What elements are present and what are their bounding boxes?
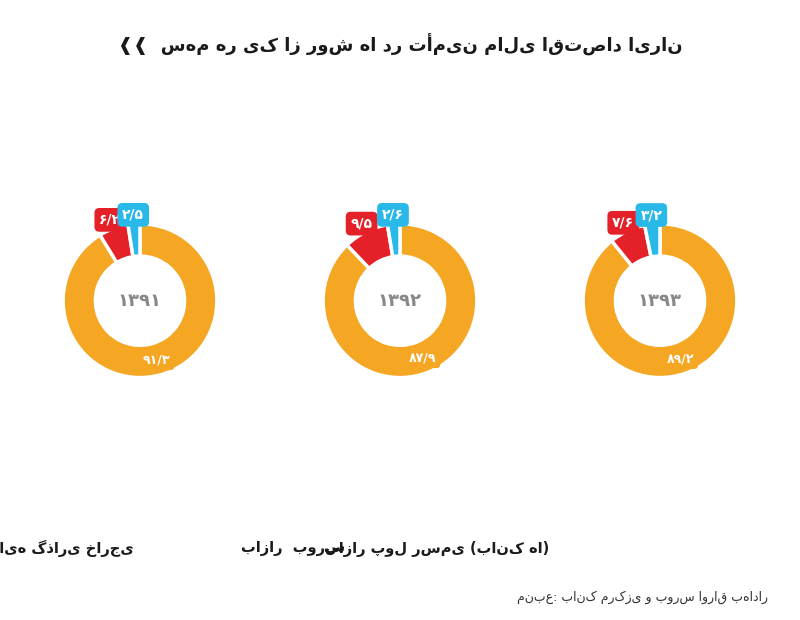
Text: ۹/۵: ۹/۵ [350, 216, 373, 231]
Text: ۳/۲: ۳/۲ [641, 208, 662, 222]
Text: منبع: بانک مرکزی و بورس اوراق بهادار: منبع: بانک مرکزی و بورس اوراق بهادار [517, 591, 768, 604]
Text: بازار پول رسمی (بانک ها): بازار پول رسمی (بانک ها) [324, 541, 550, 557]
Wedge shape [347, 225, 393, 268]
Wedge shape [323, 224, 477, 378]
Text: سرمایه گذاری خارجی: سرمایه گذاری خارجی [0, 540, 134, 557]
Wedge shape [387, 224, 400, 257]
Text: ۶/۲: ۶/۲ [99, 213, 122, 227]
Text: ❰❰  سهم هر یک از روش ها در تأمین مالی اقتصاد ایران: ❰❰ سهم هر یک از روش ها در تأمین مالی اقت… [118, 34, 682, 56]
Wedge shape [645, 224, 660, 257]
Wedge shape [100, 225, 133, 263]
Wedge shape [612, 225, 651, 266]
Wedge shape [128, 224, 140, 257]
Text: ۱۳۹۲: ۱۳۹۲ [378, 291, 422, 310]
Text: ۸۷/۹: ۸۷/۹ [409, 352, 437, 365]
Text: ۸۹/۲: ۸۹/۲ [666, 352, 694, 365]
Wedge shape [583, 224, 737, 378]
Text: ۱۳۹۱: ۱۳۹۱ [118, 291, 162, 310]
Text: ۷/۶: ۷/۶ [612, 216, 634, 230]
Text: ۲/۵: ۲/۵ [122, 208, 144, 222]
Text: ۱۳۹۳: ۱۳۹۳ [638, 291, 682, 310]
Text: بازار  بورس: بازار بورس [242, 541, 346, 556]
Wedge shape [63, 224, 217, 378]
Text: ۹۱/۳: ۹۱/۳ [143, 353, 170, 366]
Text: ۲/۶: ۲/۶ [382, 208, 404, 222]
